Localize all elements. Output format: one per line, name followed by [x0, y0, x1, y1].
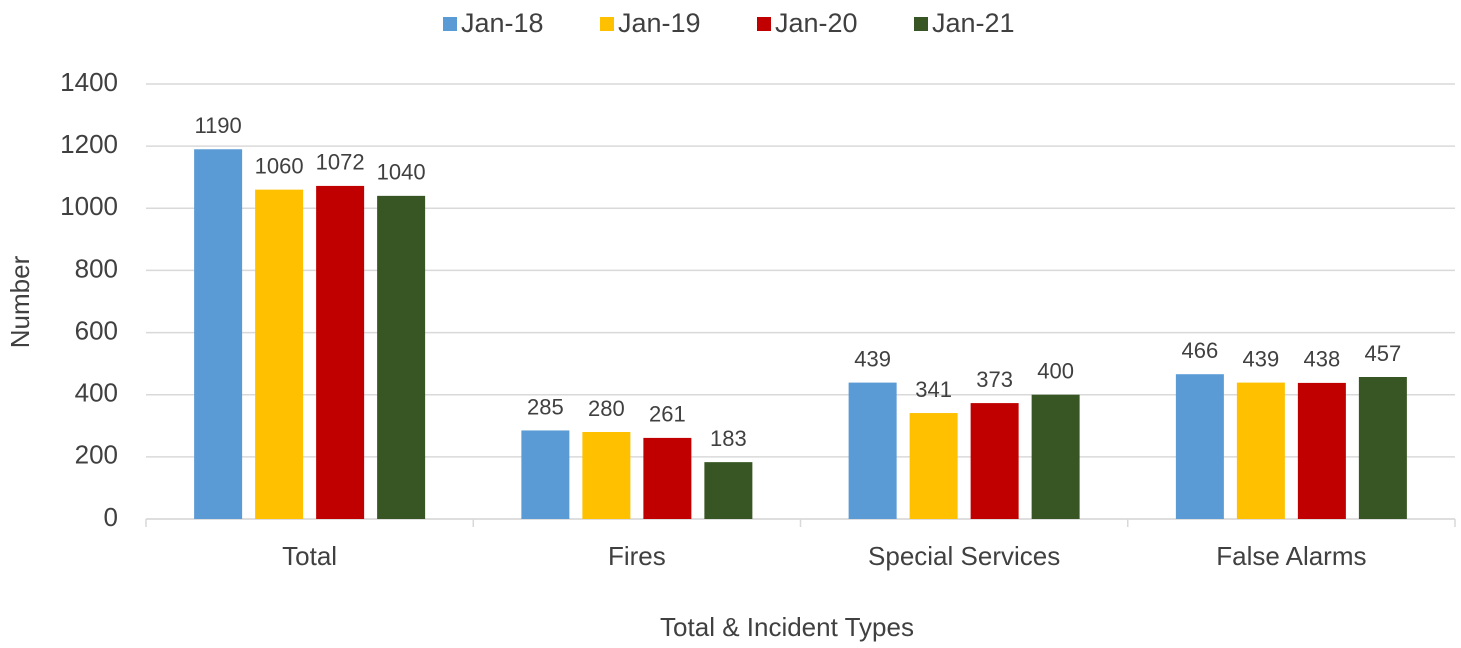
y-tick-label: 1400: [60, 67, 118, 97]
data-label: 439: [1243, 346, 1280, 371]
legend-swatch: [600, 17, 614, 31]
bar: [316, 185, 365, 519]
y-tick-label: 1000: [60, 191, 118, 221]
data-label: 400: [1037, 359, 1074, 384]
y-tick-label: 1200: [60, 129, 118, 159]
y-axis-title: Number: [5, 255, 35, 348]
legend-label: Jan-20: [775, 8, 858, 38]
x-tick-label: Special Services: [868, 541, 1060, 571]
legend-label: Jan-21: [932, 8, 1015, 38]
data-label: 183: [710, 426, 747, 451]
bar: [521, 430, 570, 519]
bar: [377, 195, 426, 519]
data-label: 261: [649, 402, 686, 427]
bar: [909, 413, 958, 519]
legend-swatch: [443, 17, 457, 31]
x-tick-label: False Alarms: [1216, 541, 1366, 571]
y-tick-label: 400: [75, 378, 118, 408]
bar: [582, 432, 631, 519]
legend-swatch: [757, 17, 771, 31]
bar: [1031, 394, 1080, 519]
data-label: 1040: [377, 160, 426, 185]
legend-label: Jan-19: [618, 8, 701, 38]
data-label: 280: [588, 396, 625, 421]
y-tick-label: 800: [75, 253, 118, 283]
data-label: 466: [1182, 338, 1219, 363]
bar: [643, 437, 692, 519]
data-label: 1190: [194, 113, 241, 138]
data-label: 1072: [316, 150, 365, 175]
bar: [1297, 382, 1346, 519]
bar: [970, 403, 1019, 519]
bar: [704, 462, 753, 519]
y-tick-label: 0: [104, 502, 118, 532]
y-tick-label: 200: [75, 440, 118, 470]
data-label: 373: [976, 367, 1013, 392]
bar: [848, 382, 897, 519]
x-axis-title: Total & Incident Types: [660, 612, 914, 642]
legend-swatch: [914, 17, 928, 31]
data-label: 1060: [255, 153, 304, 178]
data-label: 285: [527, 394, 564, 419]
x-tick-label: Total: [282, 541, 337, 571]
data-label: 457: [1365, 341, 1402, 366]
data-label: 341: [915, 377, 952, 402]
bar: [194, 149, 243, 519]
legend-label: Jan-18: [461, 8, 544, 38]
bar: [1358, 377, 1407, 519]
bar: [1236, 382, 1285, 519]
y-tick-label: 600: [75, 315, 118, 345]
data-label: 439: [854, 346, 891, 371]
bar: [255, 189, 304, 519]
data-label: 438: [1304, 347, 1341, 372]
bar: [1175, 374, 1224, 519]
x-tick-label: Fires: [608, 541, 666, 571]
